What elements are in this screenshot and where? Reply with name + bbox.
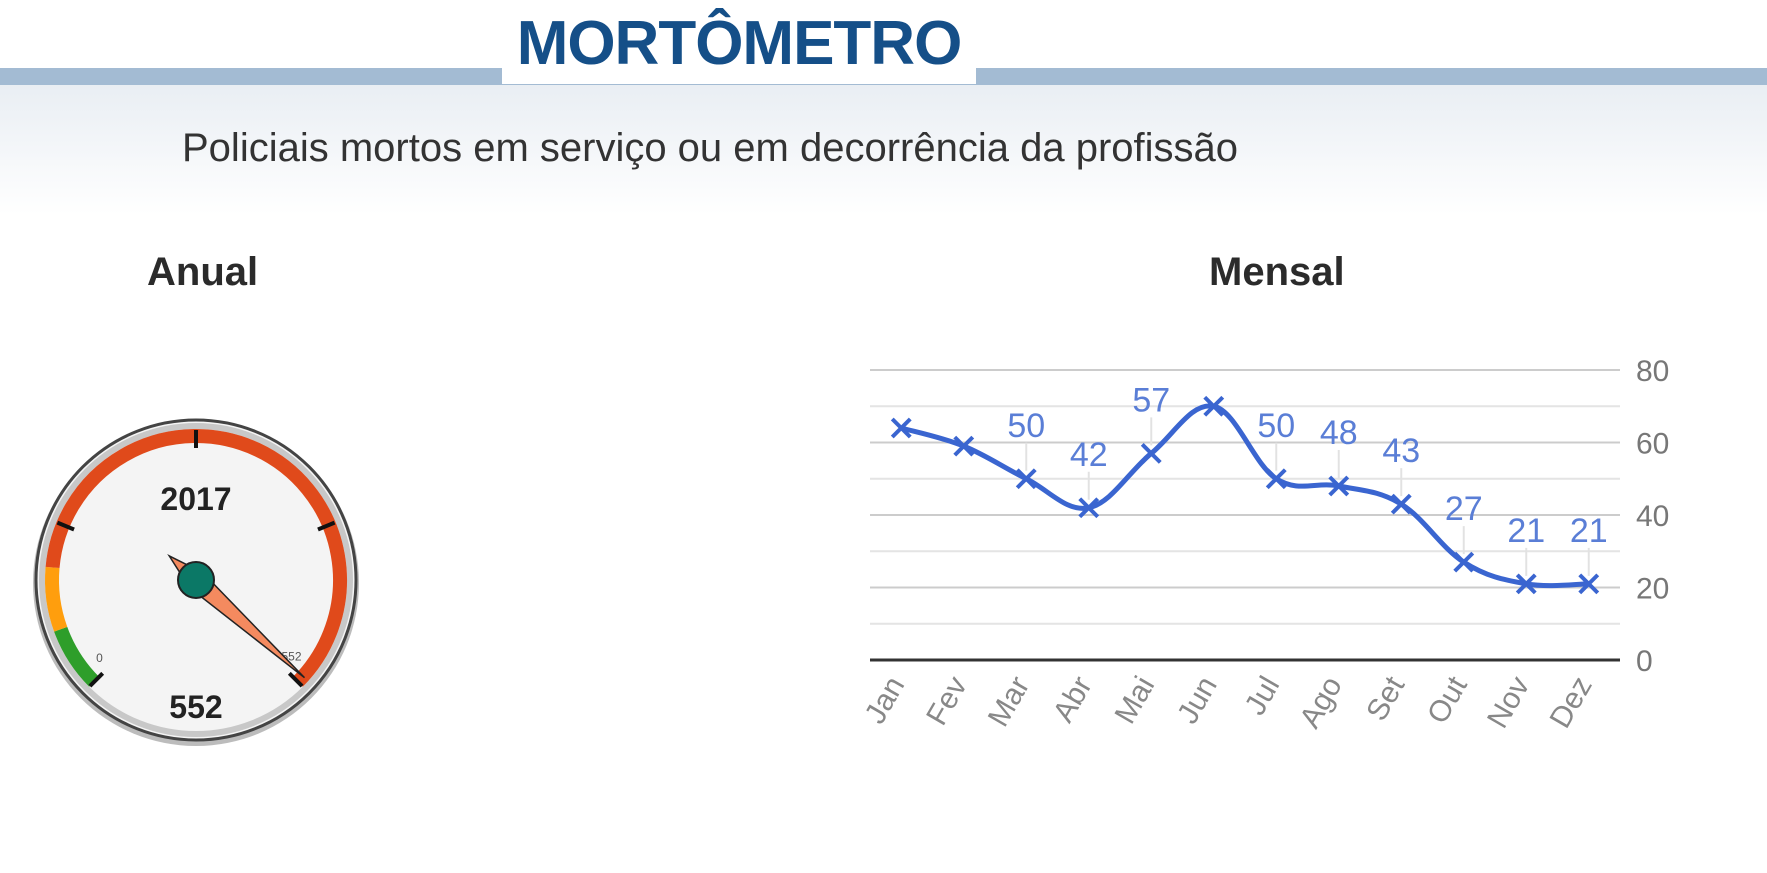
gauge-min-label: 0	[96, 651, 103, 665]
monthly-title: Mensal	[1209, 250, 1345, 294]
x-tick-label: Jun	[1171, 671, 1224, 729]
gauge-tick	[56, 520, 75, 532]
data-label: 50	[1007, 407, 1045, 445]
data-point	[890, 417, 912, 439]
annual-title: Anual	[147, 250, 259, 294]
series-line	[900, 403, 1589, 589]
gauge-hub	[177, 561, 215, 599]
data-point	[1515, 573, 1537, 595]
data-point	[1140, 442, 1162, 464]
gauge-value-label: 552	[169, 689, 222, 725]
x-tick-label: Fev	[920, 671, 974, 731]
data-label: 48	[1320, 414, 1358, 452]
data-label: 50	[1257, 407, 1295, 445]
x-tick-label: Nov	[1481, 671, 1536, 734]
gauge-ring	[39, 423, 353, 737]
data-point	[1078, 497, 1100, 519]
gauge-tick	[88, 671, 105, 688]
gauge-band-low	[54, 626, 100, 687]
logo-container	[502, 0, 976, 84]
x-tick-label: Ago	[1294, 671, 1349, 734]
data-point	[1203, 395, 1225, 417]
gauge-year-label: 2017	[160, 481, 231, 517]
page-subtitle: Policiais mortos em serviço ou em decorr…	[182, 126, 1238, 170]
data-point	[953, 435, 975, 457]
data-point	[1265, 468, 1287, 490]
logo: MORTÔMETRO	[516, 9, 963, 78]
data-label: 42	[1070, 436, 1108, 474]
data-point	[1390, 493, 1412, 515]
data-point	[1578, 573, 1600, 595]
header-shadow	[0, 85, 1767, 215]
data-point	[1328, 475, 1350, 497]
data-label: 21	[1570, 512, 1608, 550]
x-tick-label: Dez	[1544, 671, 1599, 734]
y-tick-label: 0	[1636, 645, 1653, 678]
x-tick-label: Abr	[1047, 671, 1099, 728]
y-tick-label: 60	[1636, 428, 1669, 461]
data-label: 21	[1507, 512, 1545, 550]
gauge-tick	[317, 520, 336, 532]
x-tick-label: Jan	[859, 671, 912, 729]
y-tick-label: 80	[1636, 355, 1669, 388]
data-point	[1453, 551, 1475, 573]
x-tick-label: Set	[1360, 670, 1411, 726]
gauge-tick	[287, 671, 304, 688]
gauge-band-high	[45, 429, 347, 687]
data-label: 43	[1382, 432, 1420, 470]
y-tick-label: 20	[1636, 573, 1669, 606]
x-tick-label: Mai	[1109, 671, 1162, 729]
data-point	[1015, 468, 1037, 490]
x-tick-label: Mar	[982, 671, 1036, 732]
data-label: 27	[1445, 490, 1483, 528]
data-label: 57	[1132, 381, 1170, 419]
y-tick-label: 40	[1636, 500, 1669, 533]
x-tick-label: Out	[1421, 670, 1474, 729]
x-tick-label: Jul	[1239, 671, 1287, 721]
gauge-band-mid	[45, 566, 68, 632]
